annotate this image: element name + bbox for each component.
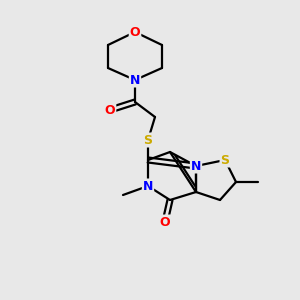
Text: O: O [130, 26, 140, 38]
Text: O: O [105, 103, 115, 116]
Text: N: N [130, 74, 140, 86]
Text: O: O [160, 215, 170, 229]
Text: N: N [191, 160, 201, 172]
Text: S: S [143, 134, 152, 146]
Text: N: N [143, 179, 153, 193]
Text: S: S [220, 154, 230, 166]
